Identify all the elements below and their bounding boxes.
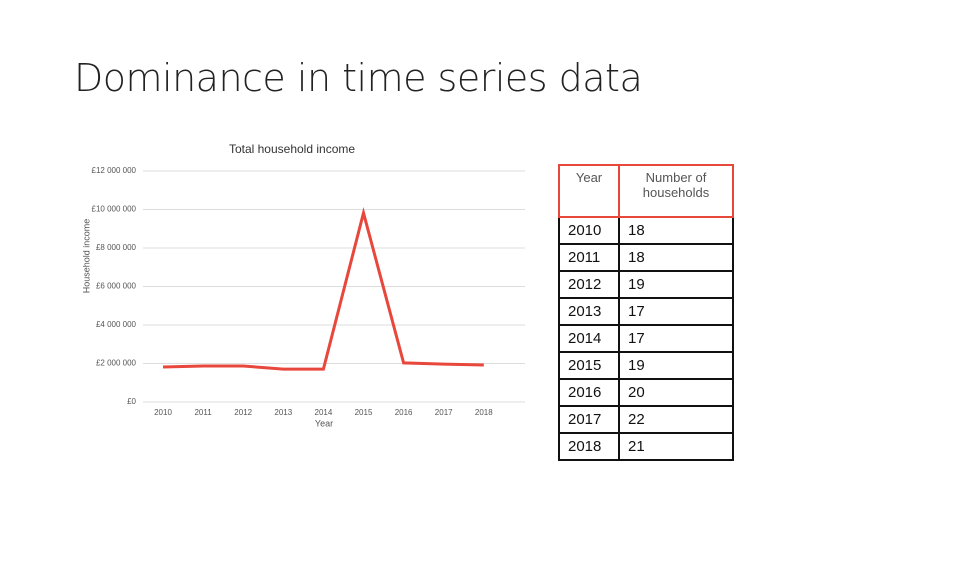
x-tick-label: 2017 xyxy=(435,408,453,417)
slide: Dominance in time series data Total hous… xyxy=(74,56,734,461)
slide-title: Dominance in time series data xyxy=(74,56,643,100)
x-tick-label: 2010 xyxy=(154,408,172,417)
table-cell: 18 xyxy=(618,216,734,245)
table-cell: 17 xyxy=(618,324,734,353)
y-tick-label: £0 xyxy=(127,397,136,406)
table-row: 2011 18 xyxy=(558,243,734,272)
table-row: 2012 19 xyxy=(558,270,734,299)
x-tick-label: 2016 xyxy=(395,408,413,417)
table-row: 2013 17 xyxy=(558,297,734,326)
table-header: Number of households xyxy=(618,164,734,218)
x-tick-label: 2014 xyxy=(315,408,333,417)
table-cell: 2015 xyxy=(558,351,620,380)
table-cell: 17 xyxy=(618,297,734,326)
x-axis-label: Year xyxy=(315,418,333,428)
x-tick-label: 2011 xyxy=(194,408,212,417)
y-tick-label: £4 000 000 xyxy=(96,320,137,329)
table-row: 2010 18 xyxy=(558,216,734,245)
x-tick-label: 2013 xyxy=(274,408,292,417)
chart: Total household income Household income … xyxy=(81,142,525,428)
table-cell: 2018 xyxy=(558,432,620,461)
table-cell: 2017 xyxy=(558,405,620,434)
table-cell: 2014 xyxy=(558,324,620,353)
table-cell: 19 xyxy=(618,270,734,299)
table-cell: 2011 xyxy=(558,243,620,272)
table-row: 2015 19 xyxy=(558,351,734,380)
table-cell: 2012 xyxy=(558,270,620,299)
table-header: Year xyxy=(558,164,620,218)
table-row: 2014 17 xyxy=(558,324,734,353)
table-cell: 20 xyxy=(618,378,734,407)
data-table: Year Number of households 2010 18 2011 18 20… xyxy=(558,164,734,461)
table-row: 2016 20 xyxy=(558,378,734,407)
table-row: 2017 22 xyxy=(558,405,734,434)
x-tick-label: 2018 xyxy=(475,408,493,417)
table-cell: 2013 xyxy=(558,297,620,326)
y-tick-label: £12 000 000 xyxy=(92,166,137,175)
x-tick-label: 2015 xyxy=(355,408,373,417)
chart-title: Total household income xyxy=(229,142,355,156)
table-cell: 18 xyxy=(618,243,734,272)
table-cell: 2016 xyxy=(558,378,620,407)
y-tick-label: £10 000 000 xyxy=(92,205,137,214)
y-tick-label: £2 000 000 xyxy=(96,359,137,368)
y-axis-label: Household income xyxy=(81,219,91,294)
table-row: 2018 21 xyxy=(558,432,734,461)
data-line xyxy=(162,207,484,371)
x-tick-label: 2012 xyxy=(234,408,252,417)
table-cell: 2010 xyxy=(558,216,620,245)
table-cell: 21 xyxy=(618,432,734,461)
y-tick-label: £6 000 000 xyxy=(96,282,137,291)
table-cell: 19 xyxy=(618,351,734,380)
table-cell: 22 xyxy=(618,405,734,434)
y-tick-label: £8 000 000 xyxy=(96,243,137,252)
